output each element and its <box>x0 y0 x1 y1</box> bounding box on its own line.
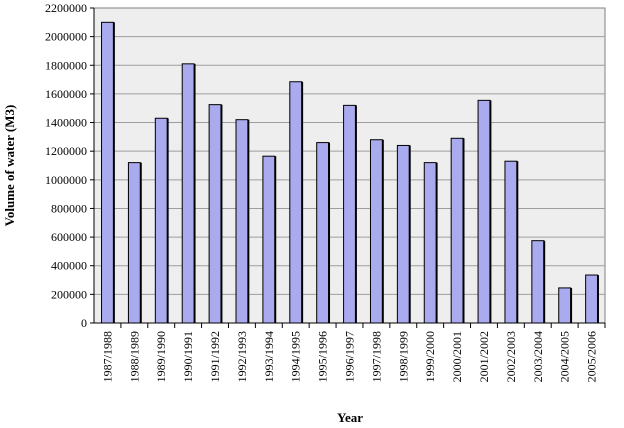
x-axis-title: Year <box>337 410 363 425</box>
x-tick-label: 2004/2005 <box>558 331 572 382</box>
x-tick-label: 2001/2002 <box>477 331 491 382</box>
x-tick-label: 1988/1989 <box>127 331 141 382</box>
bar <box>477 99 491 324</box>
y-tick-label: 1600000 <box>45 87 87 101</box>
bar <box>154 117 168 324</box>
bar <box>531 240 545 324</box>
gridlines <box>94 36 605 295</box>
y-tick-label: 400000 <box>51 259 87 273</box>
y-tick-label: 2200000 <box>45 1 87 15</box>
x-tick-label: 2002/2003 <box>504 331 518 382</box>
bars <box>101 21 599 324</box>
y-tick-label: 800000 <box>51 201 87 215</box>
bar <box>235 119 249 324</box>
y-tick-label: 1000000 <box>45 173 87 187</box>
x-tick-label: 1996/1997 <box>343 331 357 382</box>
x-tick-label: 2000/2001 <box>450 331 464 382</box>
x-tick-label: 1992/1993 <box>235 331 249 382</box>
y-tick-label: 600000 <box>51 230 87 244</box>
y-tick-label: 2000000 <box>45 30 87 44</box>
x-tick-label: 2003/2004 <box>531 331 545 382</box>
bar <box>181 63 195 324</box>
bar <box>396 144 410 324</box>
x-tick-label: 1987/1988 <box>100 331 114 382</box>
y-tick-label: 1400000 <box>45 116 87 130</box>
bar <box>101 21 114 324</box>
y-axis-title: Volume of water (M3) <box>2 105 17 227</box>
bar <box>450 137 464 324</box>
x-tick-label: 1990/1991 <box>181 331 195 382</box>
x-tick-label: 2005/2006 <box>585 331 599 382</box>
bar <box>127 162 141 324</box>
y-axis: 0 200000 400000 600000 800000 1000000 1200000 1… <box>45 1 95 330</box>
bar <box>369 139 383 324</box>
x-tick-label: 1993/1994 <box>262 331 276 382</box>
bar <box>558 287 572 324</box>
bar <box>343 104 356 324</box>
x-tick-label: 1994/1995 <box>289 331 303 382</box>
y-tick-label: 1200000 <box>45 144 87 158</box>
y-tick-label: 0 <box>81 316 87 330</box>
bar <box>208 104 222 324</box>
y-tick-label: 1800000 <box>45 58 87 72</box>
bar <box>316 142 330 324</box>
bar <box>262 155 276 324</box>
x-axis: 1987/1988 1988/1989 1989/1990 1990/1991 1991… <box>94 322 606 382</box>
x-tick-label: 1995/1996 <box>316 331 330 382</box>
y-tick-label: 200000 <box>51 287 87 301</box>
x-tick-label: 1997/1998 <box>369 331 383 382</box>
bar <box>423 162 437 324</box>
bar <box>585 274 598 324</box>
bar <box>504 160 518 324</box>
x-tick-label: 1998/1999 <box>396 331 410 382</box>
x-tick-label: 1989/1990 <box>154 331 168 382</box>
bar <box>289 81 303 324</box>
x-tick-label: 1991/1992 <box>208 331 222 382</box>
x-tick-label: 1999/2000 <box>423 331 437 382</box>
